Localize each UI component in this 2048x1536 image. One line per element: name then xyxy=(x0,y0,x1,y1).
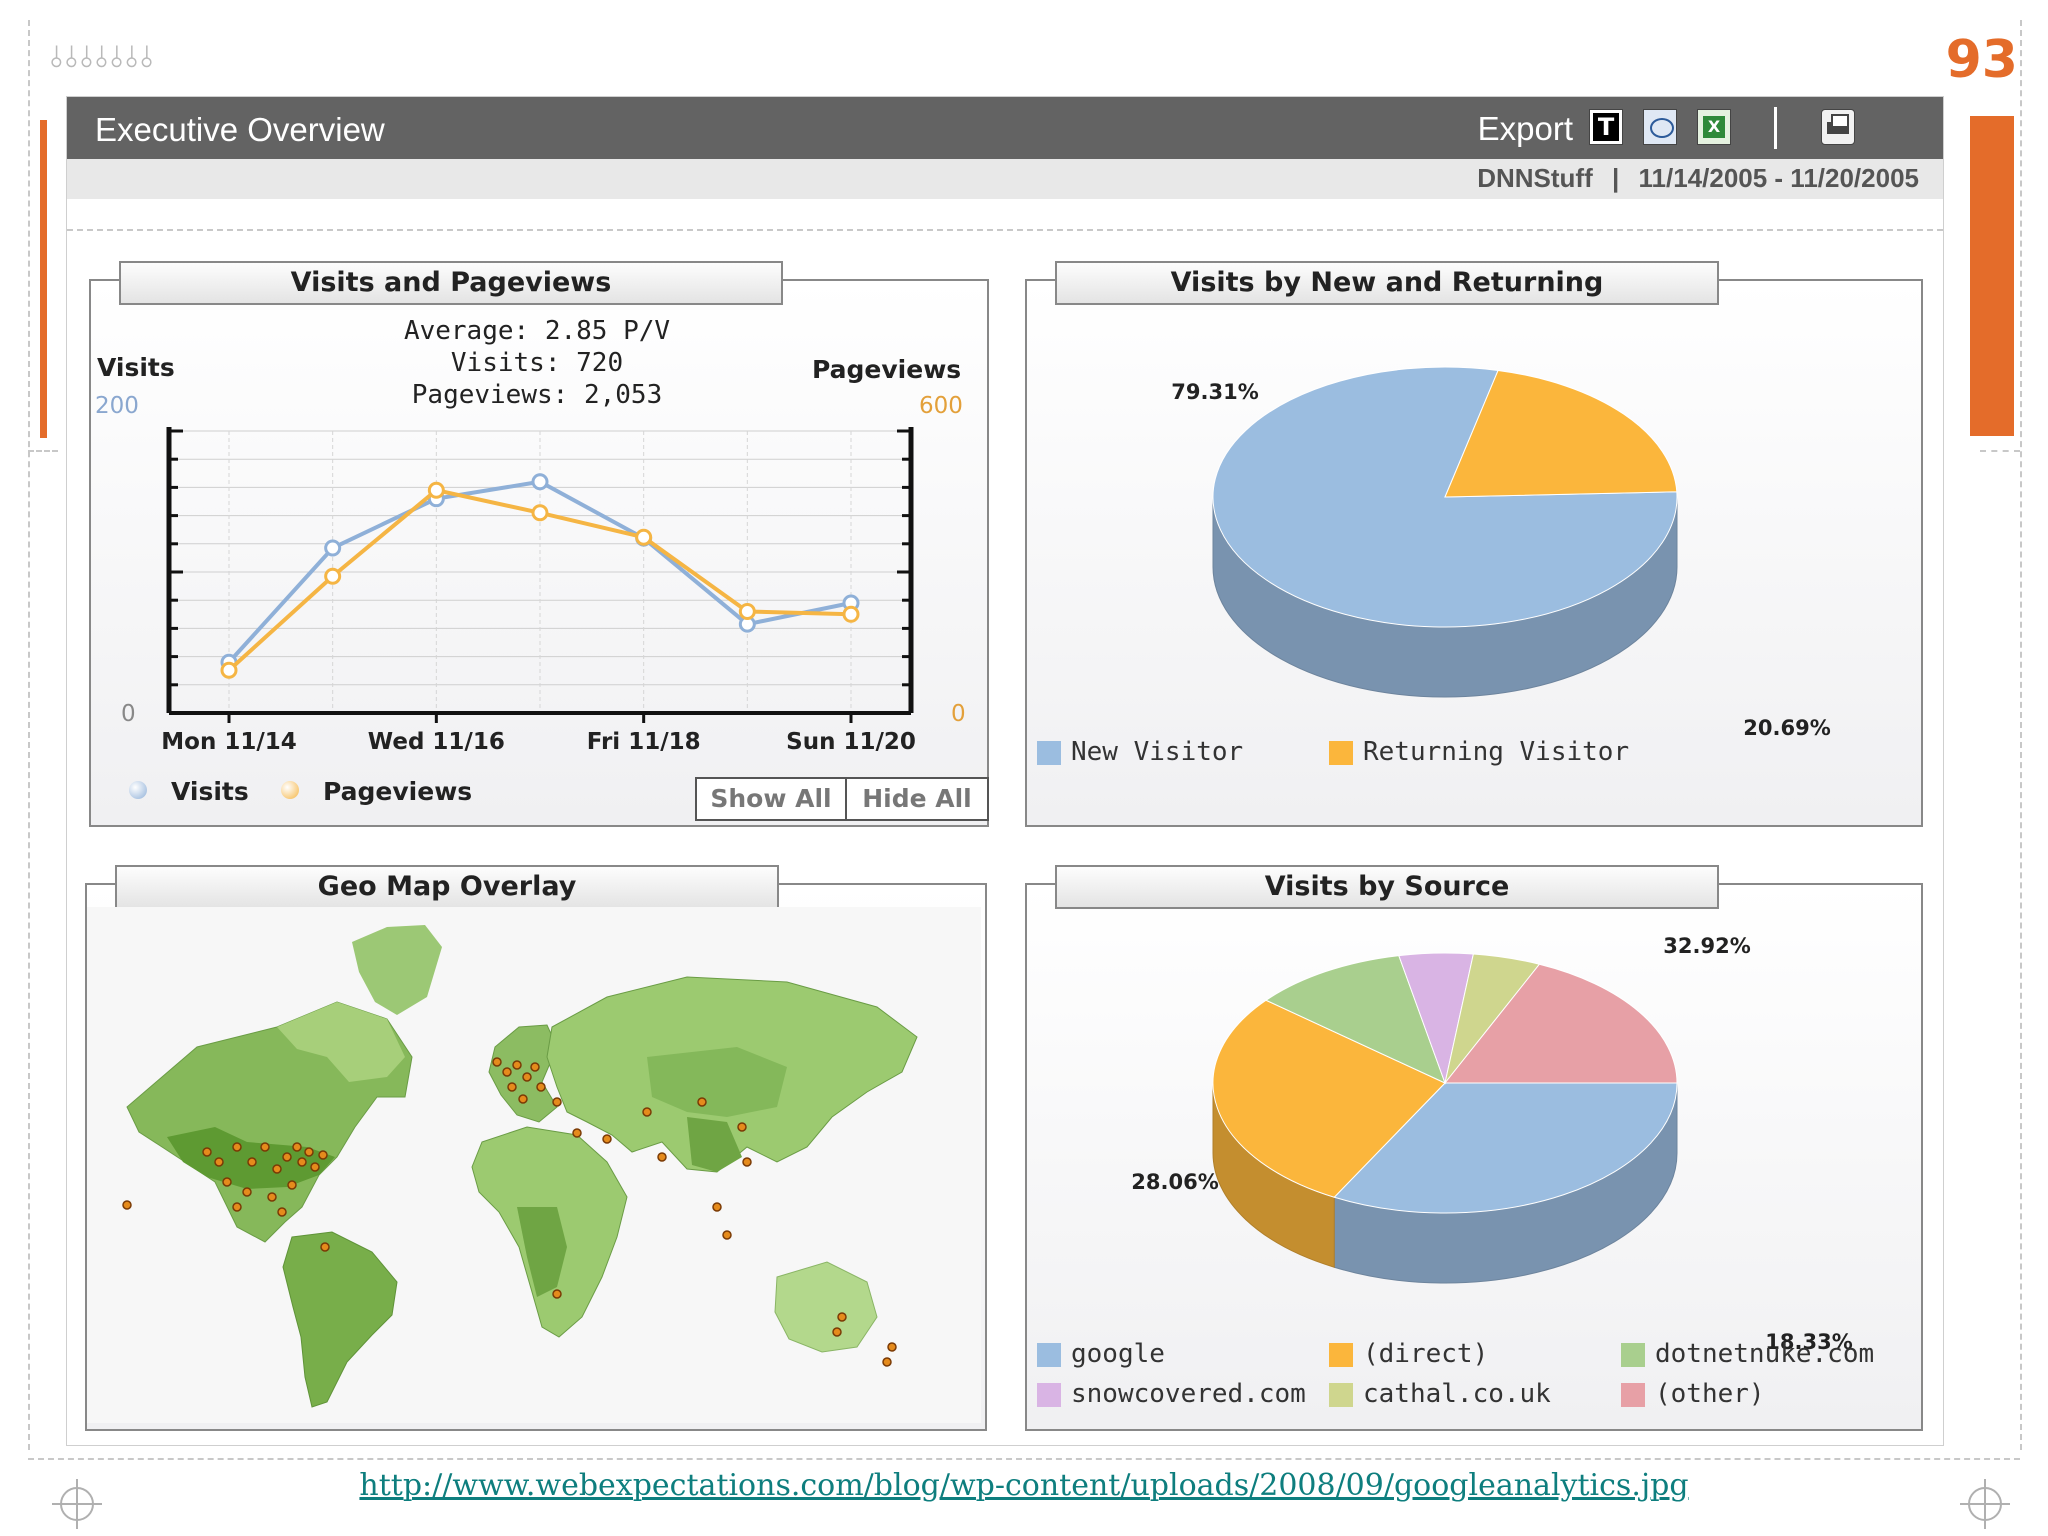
returning-visitor-swatch xyxy=(1329,741,1353,765)
africa-shape xyxy=(471,1126,628,1338)
show-all-button[interactable]: Show All xyxy=(695,777,847,821)
summary-visits: Visits: 720 xyxy=(450,348,624,378)
visits-pageviews-panel xyxy=(89,279,989,827)
site-name: DNNStuff xyxy=(1477,163,1593,193)
google-label: google xyxy=(1071,1339,1165,1369)
pageviews-legend-label: Pageviews xyxy=(323,777,473,806)
export-excel-icon[interactable]: X xyxy=(1697,109,1731,145)
left-axis-min: 0 xyxy=(121,701,136,727)
left-dashed-tick xyxy=(28,450,58,452)
page-title: Executive Overview xyxy=(95,111,385,148)
snowcovered-swatch xyxy=(1037,1383,1061,1407)
visits-data-point xyxy=(531,473,549,491)
direct-swatch xyxy=(1329,1343,1353,1367)
world-map[interactable] xyxy=(87,907,981,1423)
visits-legend-label: Visits xyxy=(171,777,249,806)
summary-average: Average: 2.85 P/V xyxy=(403,316,671,346)
direct-label: (direct) xyxy=(1363,1339,1489,1369)
analytics-screenshot: Executive Overview Export T X DNNStuff |… xyxy=(66,96,1944,1446)
crosshair-icon xyxy=(52,1479,102,1529)
page-number: 93 xyxy=(1945,30,2018,90)
new-visitor-swatch xyxy=(1037,741,1061,765)
x-tick-label: Mon 11/14 xyxy=(161,729,296,755)
visits-summary: Average: 2.85 P/V Visits: 720 Pageviews:… xyxy=(89,315,985,411)
header-dashed-divider xyxy=(67,229,1943,231)
pie-slice--direct- xyxy=(1212,999,1446,1198)
left-axis-title: Visits xyxy=(97,353,175,382)
pie-value-label: 32.92% xyxy=(1663,934,1750,958)
other-label: (other) xyxy=(1655,1379,1765,1409)
pageviews-data-point xyxy=(842,605,860,623)
australia-shape xyxy=(774,1261,878,1353)
x-tick-label: Sun 11/20 xyxy=(786,729,916,755)
asia-shape xyxy=(546,976,918,1173)
visits-by-source-title: Visits by Source xyxy=(1055,865,1719,909)
new-visitor-label: New Visitor xyxy=(1071,737,1244,767)
south-america-shape xyxy=(282,1231,398,1408)
source-link[interactable]: http://www.webexpectations.com/blog/wp-c… xyxy=(359,1468,1689,1503)
crosshair-icon xyxy=(1960,1479,2010,1529)
pageviews-data-point xyxy=(531,504,549,522)
left-accent-bar xyxy=(40,120,47,438)
right-axis-max: 600 xyxy=(919,393,963,419)
pie-value-label: 20.69% xyxy=(1743,716,1830,740)
x-tick-label: Wed 11/16 xyxy=(368,729,505,755)
left-dashed-guide xyxy=(28,20,30,1450)
slide-anchor-icons: ⫰⫰⫰⫰⫰⫰⫰ xyxy=(50,40,156,75)
pageviews-data-point xyxy=(427,481,445,499)
geo-map-title: Geo Map Overlay xyxy=(115,865,779,909)
bottom-dashed-guide xyxy=(28,1458,2020,1460)
summary-pageviews: Pageviews: 2,053 xyxy=(411,380,663,410)
title-bar: Executive Overview Export T X xyxy=(67,97,1943,159)
pageviews-data-point xyxy=(738,602,756,620)
site-date-info: DNNStuff | 11/14/2005 - 11/20/2005 xyxy=(1477,163,1919,194)
export-label: Export xyxy=(1477,110,1573,147)
pageviews-data-point xyxy=(635,528,653,546)
google-swatch xyxy=(1037,1343,1061,1367)
hide-all-button[interactable]: Hide All xyxy=(845,777,989,821)
europe-shape xyxy=(488,1024,558,1123)
dotnetnuke-swatch xyxy=(1621,1343,1645,1367)
pie-value-label: 28.06% xyxy=(1131,1170,1218,1194)
source-legend: google (direct) dotnetnuke.com snowcover… xyxy=(1037,1339,1907,1419)
pageviews-data-point xyxy=(220,661,238,679)
visits-legend-marker xyxy=(129,781,147,799)
visits-pageviews-title: Visits and Pageviews xyxy=(119,261,783,305)
pie-value-label: 18.33% xyxy=(1765,1330,1852,1354)
pie-slice-google xyxy=(1333,1082,1678,1214)
right-accent-bar xyxy=(1970,116,2014,436)
new-returning-title: Visits by New and Returning xyxy=(1055,261,1719,305)
visits-pageviews-line-chart: Mon 11/14 Wed 11/16 Fri 11/18 Sun 11/20 xyxy=(161,427,916,755)
visits-by-source-pie-chart: 32.92%28.06%10.83%5.14%18.33% xyxy=(1131,934,1852,1354)
export-text-icon[interactable]: T xyxy=(1589,109,1623,145)
export-xml-icon[interactable] xyxy=(1643,109,1677,145)
other-swatch xyxy=(1621,1383,1645,1407)
pie-slice-returning-visitor xyxy=(1444,369,1678,498)
print-icon[interactable] xyxy=(1821,109,1855,145)
visits-data-point xyxy=(324,539,342,557)
snowcovered-label: snowcovered.com xyxy=(1071,1379,1306,1409)
pageviews-data-point xyxy=(324,567,342,585)
new-returning-pie-chart: 79.31% 20.69% xyxy=(1171,366,1831,740)
sub-header: DNNStuff | 11/14/2005 - 11/20/2005 xyxy=(67,159,1943,199)
pie-slice-dotnetnuke-com xyxy=(1265,955,1446,1084)
dotnetnuke-label: dotnetnuke.com xyxy=(1655,1339,1875,1369)
pie-value-label: 79.31% xyxy=(1171,380,1258,404)
greenland-shape xyxy=(352,925,442,1015)
cathal-label: cathal.co.uk xyxy=(1363,1379,1551,1409)
right-axis-title: Pageviews xyxy=(812,355,962,384)
right-dashed-guide xyxy=(2020,20,2022,1450)
right-axis-min: 0 xyxy=(951,701,966,727)
returning-visitor-label: Returning Visitor xyxy=(1363,737,1630,767)
x-tick-label: Fri 11/18 xyxy=(587,729,701,755)
info-separator: | xyxy=(1611,163,1620,193)
right-dashed-tick xyxy=(1980,450,2020,452)
toolbar-divider xyxy=(1774,107,1777,149)
cathal-swatch xyxy=(1329,1383,1353,1407)
visitor-location-markers xyxy=(122,1057,897,1367)
left-axis-max: 200 xyxy=(95,393,139,419)
pie-slice--other- xyxy=(1443,963,1678,1084)
pageviews-legend-marker xyxy=(281,781,299,799)
date-range: 11/14/2005 - 11/20/2005 xyxy=(1638,163,1920,193)
